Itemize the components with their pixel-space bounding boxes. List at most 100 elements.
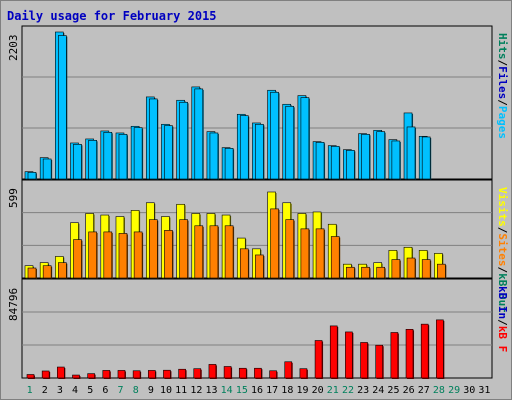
- bar-visits-sites-day-25: [391, 259, 401, 279]
- bar-kbytes-kb-f-day-16: [254, 367, 262, 379]
- bar-hits-files-day-5: [88, 139, 97, 180]
- bar-kbytes-kb-f-day-11: [178, 368, 186, 379]
- x-tick-label: 2: [42, 385, 48, 396]
- bar-kbytes-kb-f-day-25: [390, 332, 399, 379]
- x-tick-label: 12: [190, 385, 202, 396]
- bar-visits-sites-day-7: [118, 233, 128, 279]
- bar-hits-files-day-23: [361, 133, 370, 180]
- x-tick-label: 25: [387, 385, 399, 396]
- bar-visits-sites-day-22: [346, 266, 355, 279]
- bar-hits-files-day-6: [103, 131, 113, 180]
- bar-hits-files-day-21: [330, 146, 340, 180]
- bar-visits-sites-day-1: [27, 267, 37, 279]
- bar-hits-files-day-17: [270, 91, 279, 180]
- bar-kbytes-kb-f-day-4: [72, 374, 80, 379]
- bar-hits-files-day-3: [58, 35, 67, 180]
- bar-visits-sites-day-18: [285, 219, 295, 279]
- x-tick-label: 21: [327, 385, 339, 396]
- bar-visits-sites-day-14: [224, 225, 234, 279]
- bar-kbytes-kb-f-day-15: [238, 367, 247, 379]
- bar-hits-files-day-12: [194, 88, 204, 180]
- bar-hits-files-day-4: [73, 144, 82, 180]
- x-tick-label: 23: [357, 385, 369, 396]
- bar-hits-files-day-18: [285, 105, 295, 180]
- x-tick-label: 28: [433, 385, 445, 396]
- x-tick-label: 6: [102, 385, 108, 396]
- bar-kbytes-kb-f-day-17: [269, 370, 277, 379]
- bar-visits-sites-day-13: [209, 225, 219, 279]
- bar-hits-files-day-22: [346, 150, 355, 180]
- x-tick-label: 8: [133, 385, 139, 396]
- bar-kbytes-kb-f-day-1: [26, 374, 35, 379]
- x-tick-label: 27: [418, 385, 430, 396]
- x-tick-label: 19: [296, 385, 308, 396]
- bar-kbytes-kb-f-day-3: [57, 366, 65, 379]
- bar-kbytes-kb-f-day-20: [314, 340, 323, 379]
- x-tick-label: 7: [118, 385, 124, 396]
- bar-visits-sites-day-12: [194, 225, 204, 279]
- bar-kbytes-kb-f-day-5: [87, 373, 95, 379]
- x-tick-label: 24: [372, 385, 384, 396]
- bar-visits-sites-day-17: [270, 208, 279, 279]
- bar-hits-files-day-13: [209, 132, 219, 180]
- bar-kbytes-kb-f-day-28: [436, 319, 444, 379]
- bar-visits-sites-day-5: [88, 231, 97, 279]
- bar-visits-sites-day-24: [376, 266, 386, 279]
- x-tick-label: 29: [448, 385, 460, 396]
- x-tick-label: 26: [403, 385, 415, 396]
- bar-hits-files-day-24: [376, 131, 386, 180]
- bar-visits-sites-day-27: [421, 259, 431, 279]
- bar-kbytes-kb-f-day-23: [360, 342, 368, 379]
- x-tick-label: 17: [266, 385, 278, 396]
- chart-title: Daily usage for February 2015: [7, 9, 217, 23]
- bar-kbytes-kb-f-day-2: [41, 370, 50, 379]
- bar-visits-sites-day-3: [58, 262, 67, 279]
- bar-kbytes-kb-f-day-12: [193, 368, 202, 379]
- x-tick-label: 18: [281, 385, 293, 396]
- bar-hits-files-day-27: [421, 136, 431, 180]
- bar-visits-sites-day-8: [133, 231, 143, 279]
- bar-visits-sites-day-21: [330, 236, 340, 279]
- x-tick-label: 3: [57, 385, 63, 396]
- x-tick-label: 4: [72, 385, 78, 396]
- bar-hits-files-day-14: [224, 148, 234, 180]
- bar-visits-sites-day-15: [239, 248, 249, 279]
- bar-kbytes-kb-f-day-7: [117, 370, 126, 379]
- bar-kbytes-kb-f-day-26: [405, 329, 414, 379]
- bar-kbytes-kb-f-day-27: [420, 323, 429, 379]
- bar-kbytes-kb-f-day-22: [345, 331, 353, 379]
- x-tick-label: 20: [312, 385, 324, 396]
- bar-visits-sites-day-28: [437, 263, 446, 279]
- bar-kbytes-kb-f-day-6: [102, 370, 111, 379]
- bar-kbytes-kb-f-day-19: [299, 368, 308, 379]
- bar-kbytes-kb-f-day-21: [329, 325, 338, 379]
- bar-hits-files-day-25: [391, 140, 401, 180]
- x-tick-label: 10: [160, 385, 172, 396]
- bar-hits-files-day-7: [118, 133, 128, 180]
- bar-kbytes-kb-f-day-13: [208, 364, 217, 379]
- x-tick-label: 13: [205, 385, 217, 396]
- bar-visits-sites-day-9: [148, 219, 158, 279]
- x-tick-label: 22: [342, 385, 354, 396]
- bar-hits-files-day-2: [42, 158, 52, 180]
- x-tick-label: 31: [478, 385, 490, 396]
- bar-hits-files-day-1: [27, 172, 37, 180]
- bar-visits-sites-day-10: [164, 230, 173, 279]
- bar-visits-sites-day-4: [73, 239, 82, 279]
- x-tick-label: 14: [221, 385, 233, 396]
- bar-visits-sites-day-19: [300, 228, 310, 279]
- bar-visits-sites-day-2: [42, 265, 52, 279]
- bar-visits-sites-day-20: [315, 228, 325, 279]
- bar-hits-files-day-8: [133, 127, 143, 180]
- bar-hits-files-day-9: [148, 98, 158, 180]
- bar-visits-sites-day-26: [406, 257, 416, 279]
- bar-kbytes-kb-f-day-9: [147, 370, 156, 379]
- x-tick-label: 30: [463, 385, 475, 396]
- x-tick-label: 11: [175, 385, 187, 396]
- x-tick-label: 16: [251, 385, 263, 396]
- bar-hits-files-day-26: [406, 126, 416, 180]
- bar-hits-files-day-15: [239, 115, 249, 180]
- x-tick-label: 15: [236, 385, 248, 396]
